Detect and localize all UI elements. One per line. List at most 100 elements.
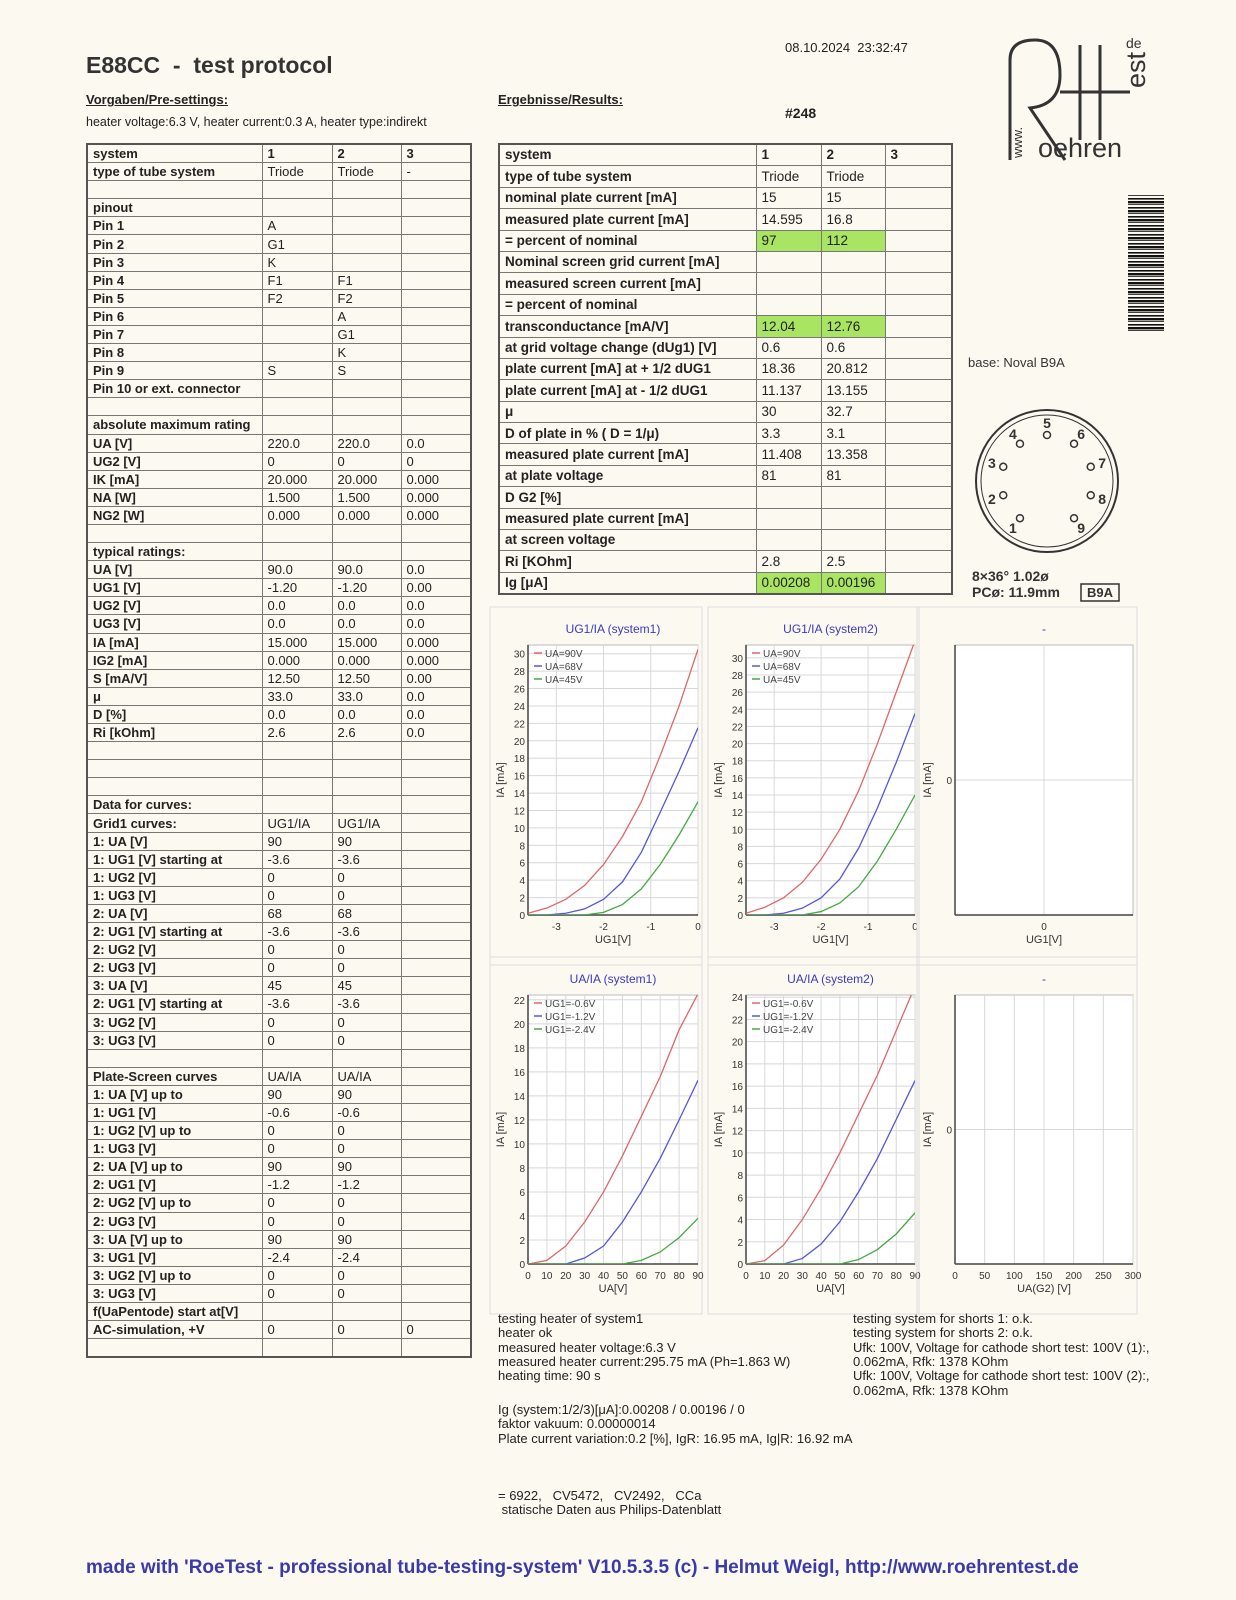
table-cell: UA [V] (86, 433, 263, 453)
table-cell: Triode (820, 165, 886, 188)
table-cell: 0 (331, 958, 402, 978)
y-tick-label: 16 (514, 1068, 526, 1079)
legend-label: UG1=-2.4V (763, 1025, 814, 1036)
table-cell: 68 (261, 903, 333, 924)
legend-label: UA=68V (545, 662, 583, 673)
table-cell: 81 (755, 464, 822, 488)
x-tick-label: 150 (1036, 1271, 1053, 1282)
protocol-number: #248 (785, 105, 817, 121)
table-cell: 0.0 (400, 560, 472, 580)
y-tick-label: 2 (737, 1238, 743, 1249)
table-cell: at grid voltage change (dUg1) [V] (498, 336, 757, 359)
table-cell: -3.6 (261, 849, 333, 869)
table-cell (400, 1048, 472, 1068)
table-cell: 0 (331, 1139, 402, 1159)
table-cell: Data for curves: (86, 795, 263, 815)
barcode-bar (1128, 315, 1164, 317)
table-cell: 3: UG3 [V] (86, 1030, 263, 1050)
x-tick-label: 10 (541, 1271, 553, 1282)
table-cell: 14.595 (755, 208, 822, 231)
table-cell: 0.0 (400, 596, 472, 616)
table-cell: 2.6 (331, 722, 402, 743)
table-cell: -3.6 (331, 922, 402, 942)
table-row: nominal plate current [mA] 15 15 (498, 186, 953, 210)
barcode-bar (1128, 213, 1164, 214)
table-cell: system (86, 143, 263, 164)
table-cell: type of tube system (86, 162, 263, 182)
y-tick-label: 0 (946, 1126, 952, 1137)
table-row: Pin 10 or ext. connector (86, 379, 472, 399)
table-row: Pin 4 F1 F1 (86, 270, 472, 290)
table-cell: 0 (261, 958, 333, 978)
y-tick-label: 26 (732, 688, 744, 699)
table-cell (884, 272, 953, 295)
x-tick-label: 0 (743, 1271, 749, 1282)
table-cell: 15 (820, 186, 886, 210)
y-tick-label: 20 (514, 1020, 526, 1031)
table-cell: absolute maximum rating (86, 415, 263, 435)
barcode-bar (1128, 228, 1164, 231)
table-cell: 33.0 (261, 686, 333, 706)
barcode-bar (1128, 195, 1164, 196)
chart-panel (707, 606, 920, 966)
x-tick-label: 0 (912, 922, 918, 933)
table-cell (400, 1102, 472, 1123)
chart-title: UA/IA (system2) (787, 972, 874, 986)
table-cell (400, 1211, 472, 1231)
note-line: testing system for shorts 1: o.k. (853, 1311, 1033, 1326)
barcode-bar (1128, 276, 1164, 277)
x-axis-label: UA[V] (599, 1283, 628, 1295)
table-cell (400, 1030, 472, 1050)
table-row: μ 33.0 33.0 0.0 (86, 686, 472, 706)
table-cell: 0.000 (261, 505, 333, 525)
table-cell: Pin 6 (86, 306, 263, 326)
x-tick-label: 200 (1065, 1271, 1082, 1282)
barcode-bar (1128, 234, 1164, 236)
table-cell (331, 1048, 402, 1068)
table-row: 1: UG2 [V] up to 0 0 (86, 1121, 472, 1141)
table-cell (400, 397, 472, 417)
table-cell (400, 198, 472, 218)
barcode-bar (1128, 321, 1164, 322)
table-cell: 0.00208 (755, 571, 822, 595)
table-cell: 0.0 (400, 433, 472, 453)
table-cell (400, 903, 472, 924)
table-cell (400, 361, 472, 381)
table-cell (331, 777, 402, 797)
table-cell: Plate-Screen curves (86, 1066, 263, 1086)
barcode-bar (1128, 240, 1164, 241)
table-cell: UG2 [V] (86, 451, 263, 471)
note-line: testing heater of system1 (498, 1311, 644, 1326)
base-spec: PCø: 11.9mm (972, 584, 1060, 600)
table-cell: 0.0 (331, 704, 402, 725)
settings-table: system 1 2 3 type of tube system Triode Triode… (86, 143, 472, 1359)
table-cell: Pin 10 or ext. connector (86, 379, 263, 399)
table-cell (261, 1338, 333, 1358)
note-line: 0.062mA, Rfk: 1378 KOhm (853, 1353, 1009, 1369)
note-line: measured heater voltage:6.3 V (498, 1339, 676, 1355)
table-cell: -3.6 (261, 922, 333, 942)
table-cell: 45 (331, 976, 402, 996)
barcode-bar (1128, 300, 1164, 303)
data-line (746, 1212, 915, 1264)
table-cell: 32.7 (820, 400, 886, 424)
table-cell (400, 306, 472, 326)
table-cell (884, 464, 953, 488)
note-line: Ufk: 100V, Voltage for cathode short tes… (853, 1339, 1150, 1355)
table-cell: NA [W] (86, 487, 263, 507)
pin-label: 1 (1009, 520, 1017, 536)
table-cell: 2: UG3 [V] (86, 1211, 263, 1231)
y-tick-label: 28 (732, 671, 744, 682)
table-cell (884, 357, 953, 381)
table-cell (261, 379, 333, 399)
pin-label: 7 (1098, 455, 1106, 471)
data-line (746, 713, 915, 915)
table-cell (884, 529, 953, 552)
table-cell: 90 (331, 1084, 402, 1104)
table-cell: 0 (261, 1283, 333, 1304)
table-row: 3: UG2 [V] up to 0 0 (86, 1265, 472, 1285)
table-cell: 0.000 (400, 632, 472, 652)
x-tick-label: 0 (695, 922, 701, 933)
table-cell: -1.20 (331, 578, 402, 598)
x-tick-label: 20 (560, 1271, 572, 1282)
